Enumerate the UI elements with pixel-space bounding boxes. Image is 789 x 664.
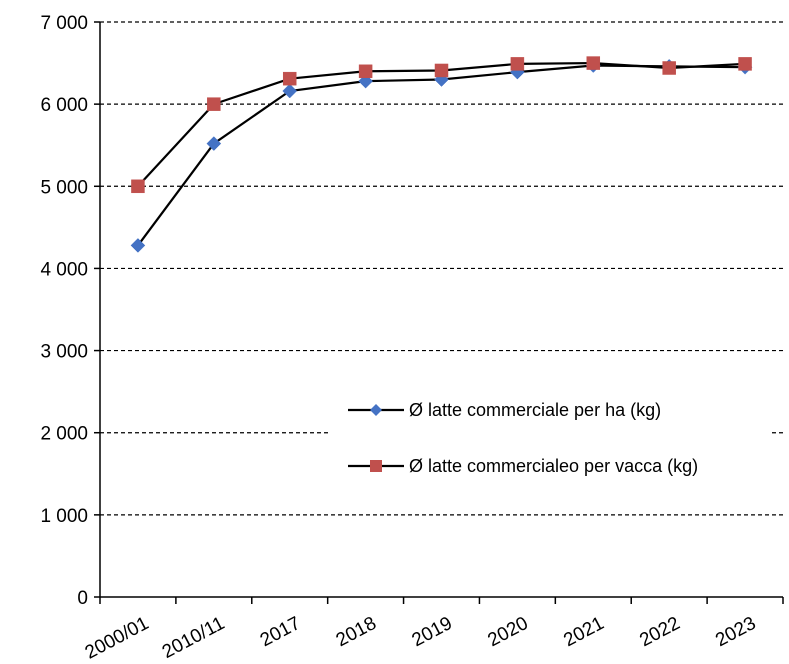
series-0-point-2010/11 [206, 136, 222, 151]
series-0-point-2000/01 [130, 238, 146, 253]
x-tick-label-2021: 2021 [560, 613, 607, 651]
legend-swatch-marker-1 [370, 460, 382, 472]
series-0-line [137, 64, 746, 247]
y-tick-label: 3 000 [40, 342, 88, 363]
series-0-point-2017 [282, 83, 298, 99]
series-1-point-2010/11 [207, 97, 221, 111]
y-tick-label: 2 000 [40, 424, 88, 445]
x-tick-label-2022: 2022 [636, 613, 683, 651]
series-1-point-2017 [282, 71, 297, 86]
series-1-point-2019 [434, 63, 449, 78]
y-tick-label: 5 000 [40, 177, 88, 198]
x-tick-label-2023: 2023 [712, 613, 759, 651]
x-tick-label-2018: 2018 [333, 613, 380, 651]
series-1-point-2000/01 [131, 179, 145, 194]
series-1-point-2018 [358, 64, 373, 79]
y-tick-label: 0 [77, 588, 88, 609]
legend: Ø latte commerciale per ha (kg) Ø latte c… [330, 388, 772, 490]
x-tick-label-2017: 2017 [257, 613, 304, 651]
y-tick-labels: 0 1 000 2 000 3 000 4 000 5 000 6 000 7 000 [40, 13, 88, 609]
y-tick-label: 4 000 [40, 259, 88, 280]
legend-label-1: Ø latte commercialeo per vacca (kg) [409, 456, 698, 476]
legend-background [330, 388, 772, 490]
x-tick-label-2000/01: 2000/01 [82, 613, 153, 664]
x-tick-labels: 2000/01 2010/11 2017 2018 2019 2020 2021 2022 20… [82, 613, 760, 664]
x-tick-label-2019: 2019 [409, 613, 456, 651]
series-1-point-2023 [738, 57, 752, 71]
axes [94, 21, 784, 604]
series-1-point-2022 [662, 61, 676, 75]
y-tick-label: 7 000 [40, 13, 88, 34]
legend-label-0: Ø latte commerciale per ha (kg) [409, 400, 661, 420]
series [130, 56, 753, 253]
legend-swatch-marker-0 [370, 404, 382, 416]
x-tick-label-2020: 2020 [485, 613, 532, 651]
x-tick-label-2010/11: 2010/11 [159, 613, 228, 663]
series-1-point-2021 [586, 56, 601, 70]
series-1-point-2020 [510, 57, 525, 71]
y-tick-label: 1 000 [40, 506, 88, 527]
y-tick-label: 6 000 [40, 95, 88, 116]
